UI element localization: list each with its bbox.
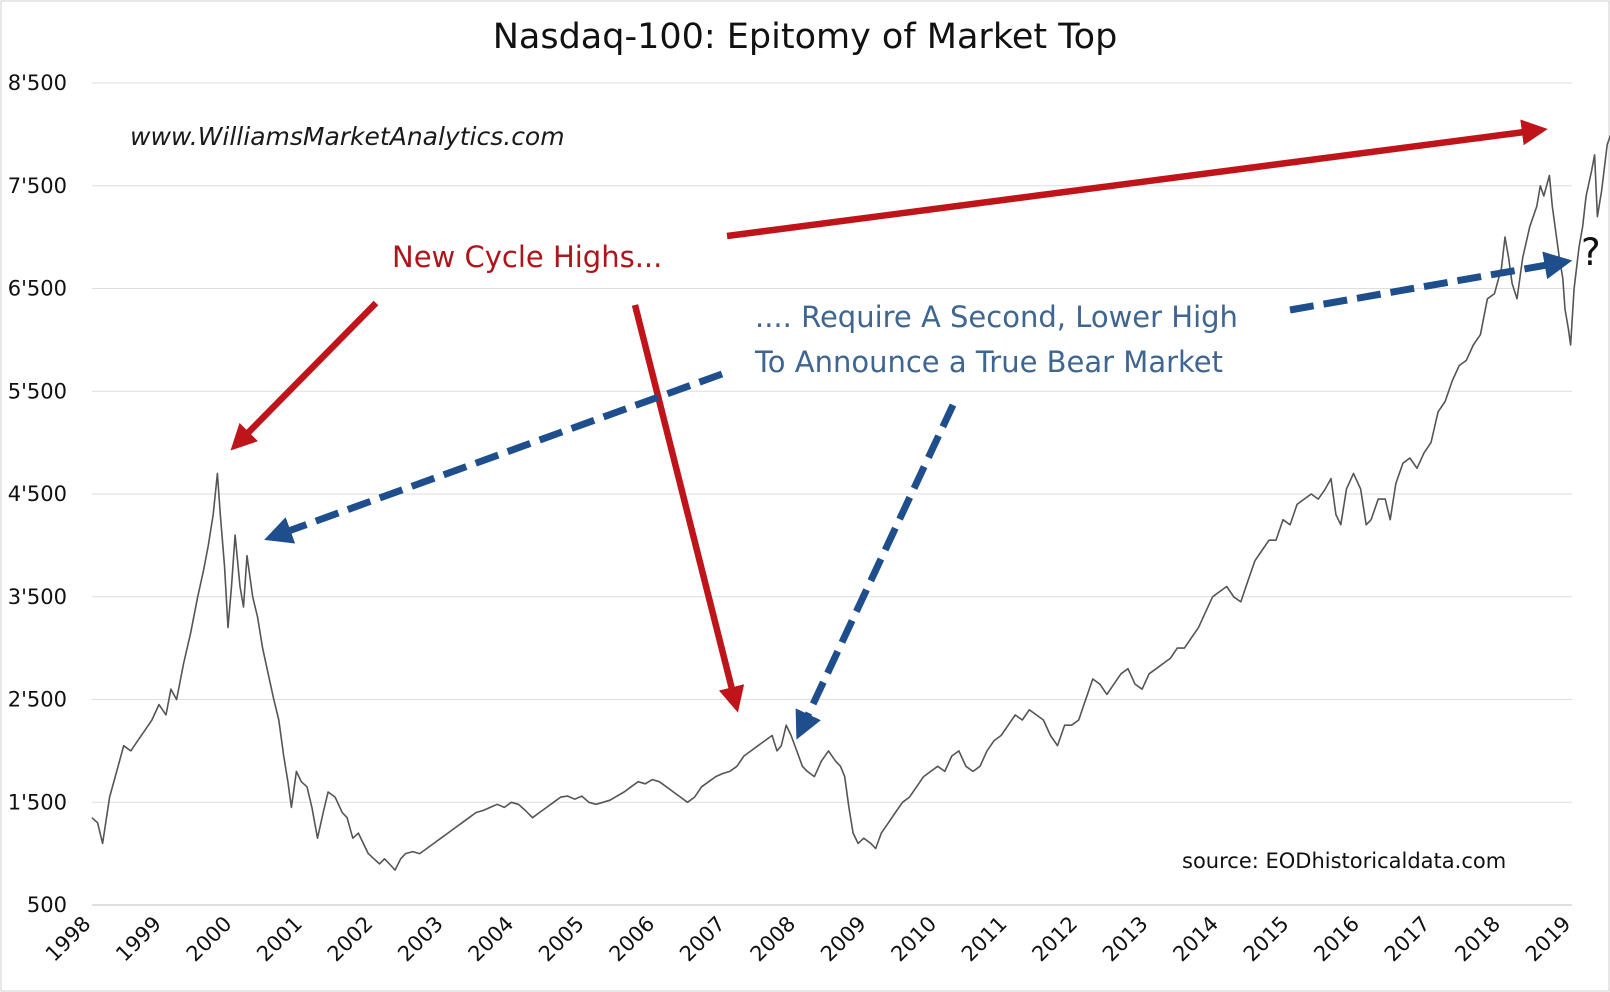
- true-bear-market-annotation: To Announce a True Bear Market: [754, 345, 1223, 379]
- chart-title: Nasdaq-100: Epitomy of Market Top: [493, 17, 1118, 57]
- y-axis-ticks: 500 1'500 2'500 3'500 4'500 5'500 6'500 7'500 8'…: [8, 71, 67, 917]
- blue-dashed-arrow-to-2000-second-high: [264, 370, 724, 544]
- nasdaq-100-series-line: [91, 134, 1610, 871]
- source-annotation: source: EODhistoricaldata.com: [1182, 849, 1506, 873]
- red-arrow-to-2007-peak: [631, 304, 745, 713]
- require-second-high-annotation: .... Require A Second, Lower High: [755, 300, 1238, 334]
- new-cycle-highs-annotation: New Cycle Highs...: [392, 240, 662, 274]
- y-tick-label: 1'500: [8, 790, 67, 814]
- y-tick-label: 4'500: [8, 482, 67, 506]
- red-arrow-to-2018-peak: [726, 119, 1548, 240]
- red-arrow-to-2000-peak: [230, 300, 379, 451]
- blue-dashed-arrow-to-2008-second-high: [795, 403, 957, 740]
- question-mark-annotation: ?: [1581, 231, 1601, 274]
- y-tick-label: 500: [27, 893, 67, 917]
- blue-dashed-arrow-to-2019-question: [1289, 251, 1573, 314]
- y-tick-label: 8'500: [8, 71, 67, 95]
- y-tick-label: 7'500: [8, 174, 67, 198]
- website-annotation: www.WilliamsMarketAnalytics.com: [130, 122, 565, 151]
- y-tick-label: 6'500: [8, 277, 67, 301]
- y-tick-label: 3'500: [8, 585, 67, 609]
- y-tick-label: 2'500: [8, 688, 67, 712]
- y-tick-label: 5'500: [8, 379, 67, 403]
